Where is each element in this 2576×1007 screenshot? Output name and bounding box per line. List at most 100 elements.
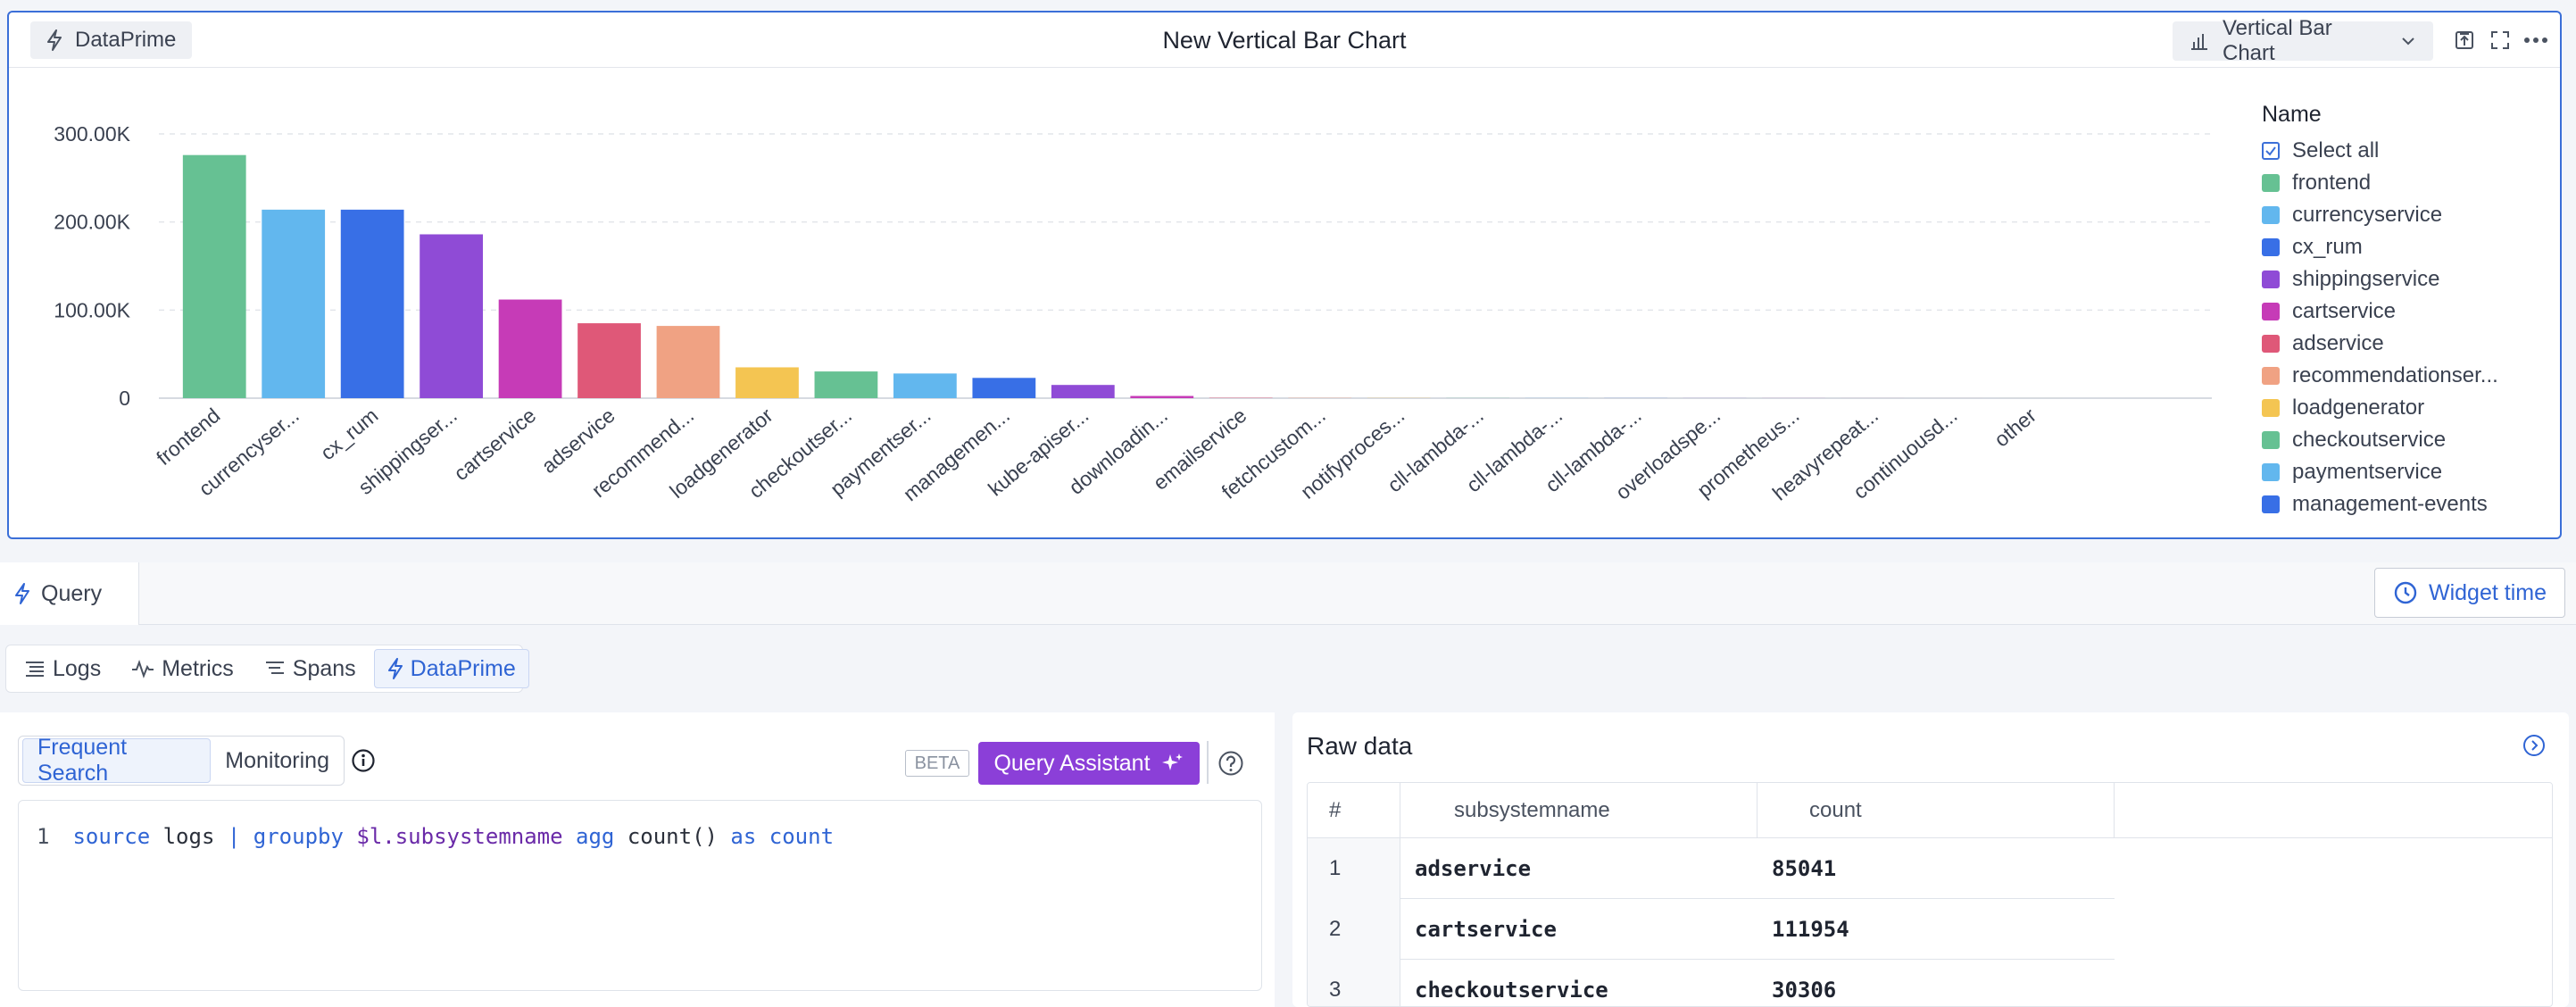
bar[interactable]: [1051, 385, 1115, 398]
code-token: |: [227, 824, 241, 849]
legend-swatch: [2262, 431, 2280, 449]
widget-time-button[interactable]: Widget time: [2374, 568, 2565, 618]
table-row[interactable]: 1 adservice 85041: [1308, 838, 2552, 899]
tab-query-label: Query: [41, 580, 103, 606]
legend-item-label: paymentservice: [2292, 460, 2443, 484]
tab-dataprime[interactable]: DataPrime: [373, 649, 529, 688]
legend-item-label: currencyservice: [2292, 203, 2443, 227]
bar[interactable]: [814, 371, 878, 398]
x-tick-label: cx_rum: [316, 404, 382, 464]
bar[interactable]: [1130, 395, 1194, 398]
bar[interactable]: [735, 367, 799, 398]
query-tab-bar: [0, 562, 2576, 625]
code-token: logs: [150, 824, 228, 849]
mode-frequent-search[interactable]: Frequent Search: [22, 735, 212, 786]
more-options-icon[interactable]: [2521, 25, 2551, 55]
legend-item[interactable]: checkoutservice: [2262, 424, 2547, 456]
tab-query[interactable]: Query: [0, 562, 139, 625]
info-icon[interactable]: [348, 745, 378, 776]
cell-count: 111954: [1757, 899, 2115, 960]
legend-swatch: [2262, 206, 2280, 224]
x-tick-label: frontend: [152, 404, 224, 470]
lightning-icon: [14, 582, 30, 605]
bar[interactable]: [893, 373, 957, 398]
column-header-subsystemname[interactable]: subsystemname: [1400, 783, 1757, 838]
toolbar-divider: [1207, 741, 1209, 784]
legend-swatch: [2262, 238, 2280, 256]
query-assistant-label: Query Assistant: [993, 750, 1151, 776]
clock-icon: [2393, 580, 2418, 605]
legend-swatch: [2262, 367, 2280, 385]
legend-item[interactable]: cx_rum: [2262, 231, 2547, 263]
bar[interactable]: [262, 209, 326, 398]
bar[interactable]: [420, 234, 483, 398]
tab-logs[interactable]: Logs: [12, 650, 113, 687]
legend-swatch: [2262, 399, 2280, 417]
tab-dataprime-label: DataPrime: [410, 655, 516, 681]
checkbox-icon[interactable]: [2262, 142, 2280, 160]
bar[interactable]: [656, 326, 720, 398]
legend-item[interactable]: cartservice: [2262, 295, 2547, 328]
chart-type-select[interactable]: Vertical Bar Chart: [2173, 16, 2433, 65]
x-tick-label: other: [1990, 404, 2040, 452]
bar[interactable]: [972, 378, 1036, 398]
legend-title: Name: [2262, 102, 2322, 127]
tab-logs-label: Logs: [53, 655, 102, 681]
chart-type-label: Vertical Bar Chart: [2223, 16, 2332, 65]
bar[interactable]: [578, 323, 641, 398]
legend-select-all[interactable]: Select all: [2262, 135, 2547, 167]
legend-swatch: [2262, 270, 2280, 288]
tab-spans-label: Spans: [292, 655, 356, 681]
help-icon[interactable]: [1216, 748, 1246, 778]
legend-item[interactable]: currencyservice: [2262, 199, 2547, 231]
column-header-index[interactable]: #: [1308, 783, 1400, 838]
column-header-count[interactable]: count: [1757, 783, 2115, 838]
legend-swatch: [2262, 335, 2280, 353]
mode-monitoring[interactable]: Monitoring: [225, 747, 329, 773]
bar[interactable]: [182, 154, 246, 398]
chart-legend: Name Select all frontend currencyservice c…: [2262, 102, 2547, 530]
widget-header: DataPrime New Vertical Bar Chart Vertica…: [9, 12, 2560, 68]
y-tick-label: 300.00K: [54, 122, 130, 146]
export-icon[interactable]: [2449, 25, 2480, 55]
legend-item[interactable]: adservice: [2262, 328, 2547, 360]
legend-item-label: shippingservice: [2292, 267, 2440, 291]
legend-item-label: management-events: [2292, 492, 2488, 516]
legend-swatch: [2262, 495, 2280, 513]
legend-item-label: frontend: [2292, 171, 2372, 195]
legend-item-label: checkoutservice: [2292, 428, 2447, 452]
y-tick-label: 200.00K: [54, 211, 130, 234]
legend-item[interactable]: shippingservice: [2262, 263, 2547, 295]
logs-icon: [24, 660, 46, 678]
legend-swatch: [2262, 174, 2280, 192]
legend-item-label: recommendationser...: [2292, 363, 2498, 387]
chart-widget: DataPrime New Vertical Bar Chart Vertica…: [7, 11, 2562, 539]
raw-data-panel: Raw data # subsystemname count 1 adservic…: [1292, 712, 2569, 1007]
data-source-tabs: Logs Metrics Spans DataPrime: [5, 645, 529, 693]
row-index: 3: [1308, 960, 1400, 1006]
legend-item[interactable]: loadgenerator: [2262, 392, 2547, 424]
row-index: 1: [1308, 838, 1400, 899]
bar[interactable]: [498, 299, 562, 398]
query-assistant-button[interactable]: Query Assistant: [978, 742, 1200, 785]
tab-metrics[interactable]: Metrics: [119, 650, 246, 687]
row-index: 2: [1308, 899, 1400, 960]
tab-metrics-label: Metrics: [162, 655, 234, 681]
code-token: [563, 824, 576, 849]
table-row[interactable]: 2 cartservice 111954: [1308, 899, 2552, 960]
legend-item[interactable]: management-events: [2262, 488, 2547, 520]
bar[interactable]: [340, 209, 404, 398]
code-token: source: [72, 824, 151, 849]
table-row[interactable]: 3 checkoutservice 30306: [1308, 960, 2552, 1006]
fullscreen-icon[interactable]: [2485, 25, 2515, 55]
raw-data-table: # subsystemname count 1 adservice 85041 2 ca…: [1307, 782, 2553, 1007]
legend-item[interactable]: recommendationser...: [2262, 360, 2547, 392]
legend-item[interactable]: paymentservice: [2262, 456, 2547, 488]
tab-spans[interactable]: Spans: [252, 650, 369, 687]
legend-item[interactable]: frontend: [2262, 167, 2547, 199]
cell-count: 85041: [1757, 838, 2115, 899]
code-token: count(): [614, 824, 731, 849]
query-code-editor[interactable]: 1 source logs | groupby $l.subsystemname …: [18, 800, 1262, 991]
dataprime-source-badge[interactable]: DataPrime: [30, 21, 193, 59]
expand-panel-icon[interactable]: [2519, 730, 2549, 761]
